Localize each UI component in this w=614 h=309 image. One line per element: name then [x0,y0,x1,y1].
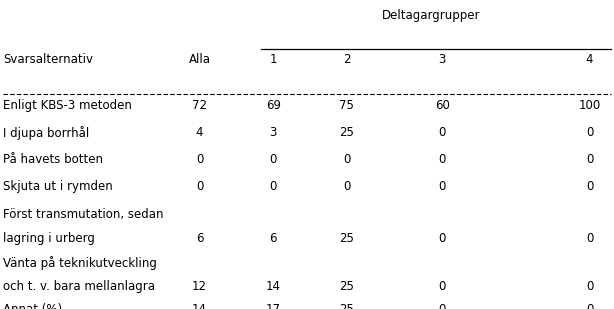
Text: 0: 0 [586,232,593,245]
Text: Vänta på teknikutveckling: Vänta på teknikutveckling [3,256,157,269]
Text: lagring i urberg: lagring i urberg [3,232,95,245]
Text: 0: 0 [270,153,277,166]
Text: 0: 0 [586,303,593,309]
Text: Deltagargrupper: Deltagargrupper [382,9,481,22]
Text: På havets botten: På havets botten [3,153,103,166]
Text: 0: 0 [196,153,203,166]
Text: 72: 72 [192,99,207,112]
Text: 0: 0 [438,303,446,309]
Text: 0: 0 [586,180,593,193]
Text: 0: 0 [196,180,203,193]
Text: 25: 25 [340,303,354,309]
Text: 4: 4 [586,53,593,66]
Text: 3: 3 [438,53,446,66]
Text: 17: 17 [266,303,281,309]
Text: 1: 1 [270,53,277,66]
Text: och t. v. bara mellanlagra: och t. v. bara mellanlagra [3,280,155,293]
Text: 0: 0 [586,280,593,293]
Text: 4: 4 [196,126,203,139]
Text: 6: 6 [196,232,203,245]
Text: 25: 25 [340,126,354,139]
Text: 0: 0 [438,180,446,193]
Text: Enligt KBS-3 metoden: Enligt KBS-3 metoden [3,99,132,112]
Text: 2: 2 [343,53,351,66]
Text: 60: 60 [435,99,449,112]
Text: 0: 0 [270,180,277,193]
Text: I djupa borrhål: I djupa borrhål [3,126,89,140]
Text: 6: 6 [270,232,277,245]
Text: Svarsalternativ: Svarsalternativ [3,53,93,66]
Text: 25: 25 [340,232,354,245]
Text: 14: 14 [192,303,207,309]
Text: 25: 25 [340,280,354,293]
Text: 14: 14 [266,280,281,293]
Text: 100: 100 [578,99,600,112]
Text: 75: 75 [340,99,354,112]
Text: 0: 0 [586,126,593,139]
Text: Först transmutation, sedan: Först transmutation, sedan [3,208,163,221]
Text: 0: 0 [438,153,446,166]
Text: 0: 0 [438,232,446,245]
Text: 0: 0 [438,280,446,293]
Text: Alla: Alla [188,53,211,66]
Text: 12: 12 [192,280,207,293]
Text: 0: 0 [438,126,446,139]
Text: Skjuta ut i rymden: Skjuta ut i rymden [3,180,113,193]
Text: 0: 0 [343,180,351,193]
Text: 0: 0 [343,153,351,166]
Text: 3: 3 [270,126,277,139]
Text: 69: 69 [266,99,281,112]
Text: 0: 0 [586,153,593,166]
Text: Annat (%): Annat (%) [3,303,62,309]
